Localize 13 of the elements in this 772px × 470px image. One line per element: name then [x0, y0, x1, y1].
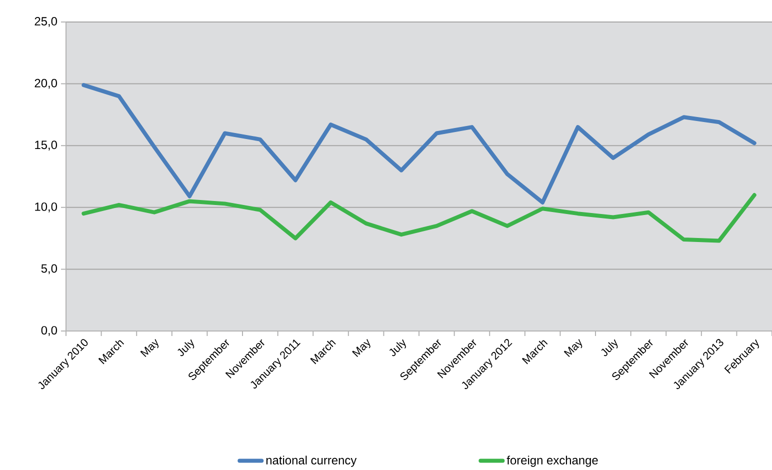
x-tick-label: May [140, 338, 159, 358]
line-series [82, 193, 756, 243]
y-tick-label: 10,0 [35, 202, 58, 212]
legend-label: national currency [266, 456, 357, 467]
x-tick-label: May [352, 338, 370, 358]
legend-label: foreign exchange [506, 456, 598, 467]
x-tick-label: May [564, 338, 582, 358]
line-series [82, 83, 756, 204]
y-tick-label: 5,0 [41, 264, 58, 274]
y-tick-label: 15,0 [35, 140, 58, 151]
y-tick-label: 0,0 [41, 326, 58, 336]
y-tick-label: 25,0 [34, 17, 58, 27]
y-tick-label: 20,0 [34, 78, 58, 89]
